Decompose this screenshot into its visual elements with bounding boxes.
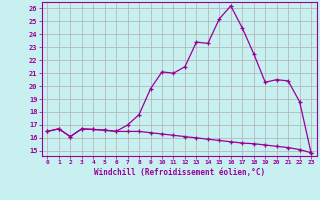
X-axis label: Windchill (Refroidissement éolien,°C): Windchill (Refroidissement éolien,°C) — [94, 168, 265, 177]
